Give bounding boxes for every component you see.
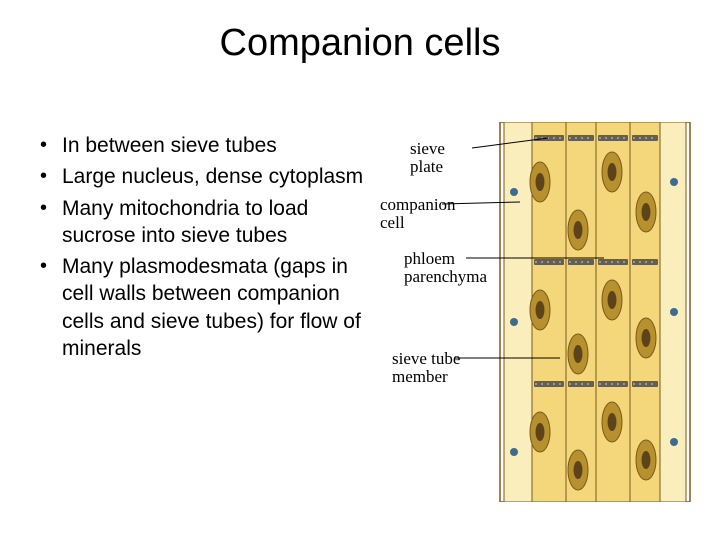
phloem-diagram: sieveplate companioncell phloemparenchym…	[380, 122, 700, 502]
list-item: In between sieve tubes	[38, 132, 368, 159]
bullet-list: In between sieve tubes Large nucleus, de…	[38, 132, 368, 366]
list-item: Many mitochondria to load sucrose into s…	[38, 195, 368, 250]
list-item: Many plasmodesmata (gaps in cell walls b…	[38, 253, 368, 362]
page-title: Companion cells	[0, 22, 720, 65]
list-item: Large nucleus, dense cytoplasm	[38, 163, 368, 190]
label-companion-cell: companioncell	[380, 196, 456, 232]
label-phloem-parenchyma: phloemparenchyma	[404, 250, 487, 286]
label-sieve-plate: sieveplate	[410, 140, 445, 176]
label-sieve-tube-member: sieve tubemember	[392, 350, 460, 386]
